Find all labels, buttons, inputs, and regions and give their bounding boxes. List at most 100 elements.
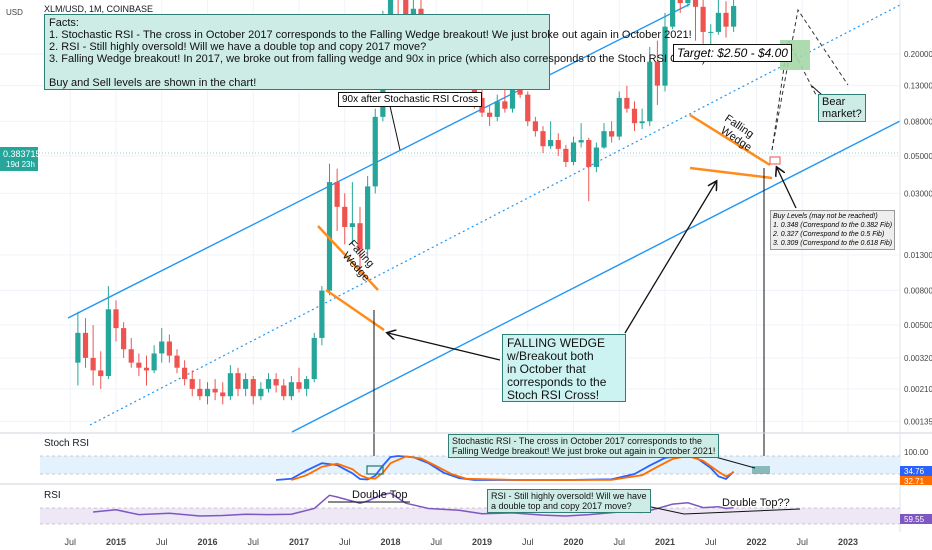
facts-line-3: 3. Falling Wedge breakout! In 2017, we b…	[49, 53, 706, 65]
candle-body	[578, 140, 584, 143]
channel-upper-line	[67, 3, 691, 319]
candle-body	[174, 355, 180, 368]
candle-body	[319, 290, 325, 338]
candle-body	[624, 97, 630, 109]
time-tick-label: 2017	[289, 537, 309, 547]
falling-wedge-note: FALLING WEDGE w/Breakout both in October…	[502, 334, 626, 402]
facts-line-1: 1. Stochastic RSI - The cross in October…	[49, 29, 692, 41]
candle-body	[243, 379, 249, 389]
candle-body	[342, 206, 348, 227]
candle-body	[609, 131, 615, 137]
candle-body	[311, 337, 317, 380]
arrow-wedge-left	[388, 333, 501, 361]
time-tick-label: Jul	[247, 537, 259, 547]
candle-body	[365, 186, 371, 250]
big-box-line-3: in October that	[507, 362, 586, 376]
buy-levels-title: Buy Levels (may not be reached!)	[773, 213, 878, 220]
candle-body	[593, 147, 599, 167]
facts-line-2: 2. RSI - Still highly oversold! Will we …	[49, 41, 427, 53]
channel-middle-line	[89, 4, 901, 426]
candle-body	[334, 182, 340, 207]
candle-body	[227, 373, 233, 397]
big-box-line-4: corresponds to the	[507, 375, 607, 389]
candle-body	[662, 26, 668, 86]
time-tick-label: Jul	[705, 537, 717, 547]
candle-body	[235, 373, 241, 389]
time-tick-label: 2020	[563, 537, 583, 547]
stoch-cross-2021	[752, 466, 770, 474]
candle-body	[563, 148, 569, 162]
time-tick-label: Jul	[156, 537, 168, 547]
stoch-k-value: 34.76	[904, 467, 925, 476]
candle-body	[487, 112, 493, 117]
candle-body	[601, 131, 607, 148]
price-badge	[0, 147, 38, 171]
double-top-label-2: Double Top??	[722, 497, 790, 509]
grid-lines	[0, 0, 900, 432]
candle-body	[387, 0, 394, 22]
time-tick-label: Jul	[796, 537, 808, 547]
buy-level-3: 3. 0.309 (Correspond to the 0.618 Fib)	[773, 240, 893, 247]
candle-body	[212, 388, 218, 393]
buy-level-1: 1. 0.348 (Correspond to the 0.382 Fib)	[773, 222, 893, 229]
time-axis[interactable]: Jul 2015 Jul 2016 Jul 2017 Jul 2018 Jul 2019 Jul 20…	[64, 537, 858, 547]
time-tick-label: Jul	[430, 537, 442, 547]
price-axis[interactable]: 8.0000005.0000003.0000002.0000001.300000…	[904, 0, 932, 426]
candle-body	[555, 140, 561, 149]
candle-body	[616, 97, 622, 137]
candle-body	[647, 61, 653, 122]
stoch-title: Stoch RSI	[44, 438, 89, 449]
wedge-left-upper	[317, 225, 379, 291]
stoch-note-line-2: Falling Wedge breakout! We just broke ou…	[452, 446, 716, 456]
candle-body	[82, 332, 89, 358]
candle-body	[304, 379, 310, 389]
candle-body	[159, 341, 165, 354]
projection-path-1	[771, 8, 849, 151]
buy-zone-marker	[769, 156, 781, 165]
candle-body	[517, 85, 523, 95]
candle-body	[548, 140, 554, 147]
candle-body	[98, 370, 104, 377]
candle-body	[136, 362, 142, 368]
stoch-d-badge	[900, 476, 932, 485]
rsi-value: 59.55	[904, 515, 925, 524]
double-top-label: Double Top	[352, 489, 407, 501]
candle-body	[296, 382, 302, 389]
facts-note: Facts: 1. Stochastic RSI - The cross in …	[44, 14, 706, 90]
candle-body	[631, 108, 638, 124]
candle-body	[677, 0, 683, 4]
stoch-note-line-1: Stochastic RSI - The cross in October 20…	[452, 436, 702, 446]
rsi-note-line-1: RSI - Still highly oversold! Will we hav…	[491, 491, 647, 501]
candle-body	[349, 223, 355, 227]
time-tick-label: 2018	[380, 537, 400, 547]
candle-body	[639, 121, 645, 124]
big-box-line-1: FALLING WEDGE	[507, 336, 606, 350]
rsi-note-line-2: a double top and copy 2017 move?	[491, 501, 632, 511]
candle-body	[731, 6, 737, 27]
candle-body	[540, 131, 546, 147]
candle-body	[532, 121, 538, 132]
candle-body	[258, 388, 264, 397]
candle-body	[502, 101, 508, 109]
time-tick-label: 2023	[838, 537, 858, 547]
time-tick-label: Jul	[64, 537, 76, 547]
candle-body	[105, 309, 111, 377]
candle-body	[265, 379, 272, 389]
arrow-wedge-right	[624, 182, 716, 334]
target-note: Target: $2.50 - $4.00	[673, 44, 792, 62]
time-tick-label: Jul	[613, 537, 625, 547]
time-tick-label: 2015	[106, 537, 126, 547]
currency-label: USD	[6, 8, 23, 17]
big-box-line-2: w/Breakout both	[507, 349, 594, 363]
candle-body	[723, 12, 729, 27]
candle-body	[509, 85, 516, 109]
stoch-d-value: 32.71	[904, 477, 925, 486]
bear-line-1: Bear	[822, 96, 846, 108]
